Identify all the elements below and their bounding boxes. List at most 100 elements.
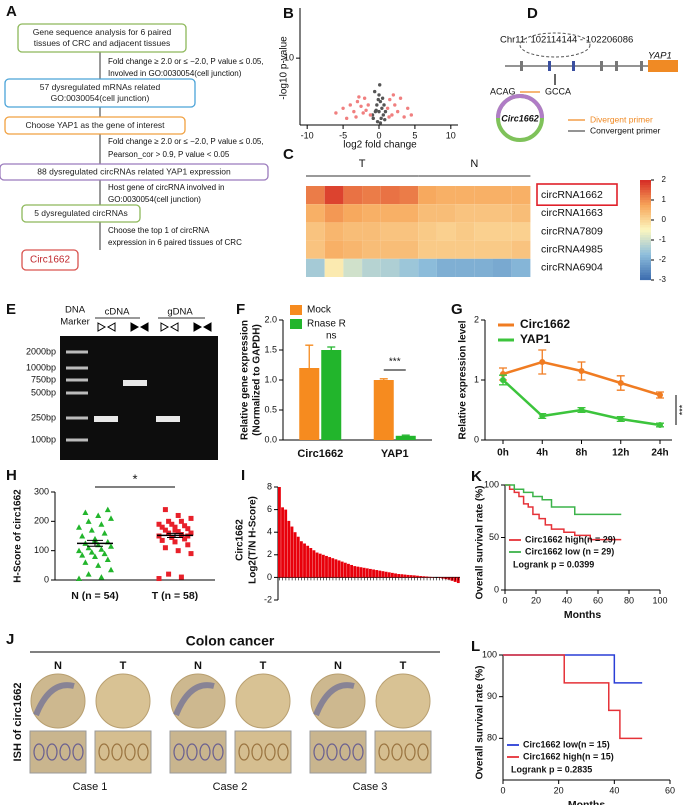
point [104,506,111,513]
legend-text: Circ1662 low (n = 29) [525,546,614,556]
point [76,524,82,530]
x-tick-label: -5 [339,130,347,140]
gland [277,743,289,761]
point [578,407,585,413]
x-tick-label: 5 [412,130,417,140]
flow-box [4,78,196,108]
y-tick-label: -2 [264,594,272,604]
bar [409,575,413,578]
legend-text: Circ1662 low(n = 15) [523,739,610,749]
heat-cell [343,186,363,205]
bar [318,553,322,578]
band [94,416,118,422]
band [66,416,88,420]
y-tick-label: 1 [474,374,479,384]
row-label: circRNA1662 [541,189,603,201]
bar [387,572,391,578]
flow-note: GO:0030054(cell junction) [108,195,201,204]
heat-cell [343,222,363,241]
heat-cell [493,204,512,223]
tissue-zoom [309,730,367,774]
point [364,108,368,112]
bar [425,576,429,578]
bar [394,573,397,578]
point [374,108,378,112]
bar [390,572,394,578]
legend-text: Circ1662 high(n = 29) [525,534,616,544]
flow-box-text: Gene sequence analysis for 6 paired [33,27,172,37]
heat-cell [362,258,381,277]
heat-cell [324,240,344,259]
point [79,533,86,539]
heat-cell [511,204,531,223]
tissue-zoom [94,730,152,774]
heat-cell [324,186,344,205]
colorbar-step [640,220,651,223]
gland [46,743,58,761]
gland [238,743,250,761]
x-axis-title: Months [564,609,601,621]
group-label: N [470,158,478,170]
y-axis-title: Log2(T/N H-Score) [248,496,259,584]
heat-cell [493,222,512,241]
column-label: N [334,660,342,672]
point [500,377,506,383]
legend-text: Circ1662 high(n = 15) [523,751,614,761]
band [66,391,88,395]
point [383,117,387,122]
heat-cell [343,240,363,259]
y-tick-label: 1.5 [264,344,277,354]
tissue-zoom [374,730,432,774]
point [159,524,165,530]
primer-icon [169,322,179,332]
point [355,99,360,104]
flow-note: Choose the top 1 of circRNA [108,226,210,235]
heat-cell [399,186,419,205]
heat-cell [324,204,344,223]
point [387,115,391,119]
heat-cell [474,240,493,259]
point [376,97,380,102]
row-label: circRNA6904 [541,262,603,274]
error-bar [327,346,336,350]
colorbar-step [640,210,651,213]
colorbar-step [640,260,651,263]
point [381,113,386,117]
point [657,422,663,428]
heat-cell [511,222,531,241]
y-axis-title: Circ1662 [235,519,246,561]
point [95,512,102,518]
point [362,96,367,100]
bar [356,566,360,578]
bar [340,561,344,578]
x-tick-label: YAP1 [381,448,409,460]
colorbar-step [640,205,651,208]
error-bar [305,344,314,368]
sequence: GCCA [545,86,571,96]
flow-box [17,23,187,53]
bar [362,567,366,578]
gland [264,743,276,761]
heat-cell [436,258,456,277]
flow-box [0,163,269,181]
point [108,515,114,521]
point [395,109,400,114]
colorbar-step [640,225,651,228]
point [578,368,585,374]
bar [400,574,404,578]
point [178,532,184,538]
y-tick-label: 0 [267,572,272,582]
x-tick-label: 20 [531,595,541,605]
bar [325,555,328,578]
point [366,103,370,107]
heat-cell [362,186,381,205]
bar [412,575,416,578]
point [378,99,383,104]
bar [397,574,401,578]
x-tick-label: 8h [576,448,588,459]
flow-box-text: 88 dysregulated circRNAs related YAP1 ex… [37,166,231,176]
gland [111,743,123,761]
bar [378,570,382,578]
bar [299,541,303,578]
heat-cell [511,258,531,277]
